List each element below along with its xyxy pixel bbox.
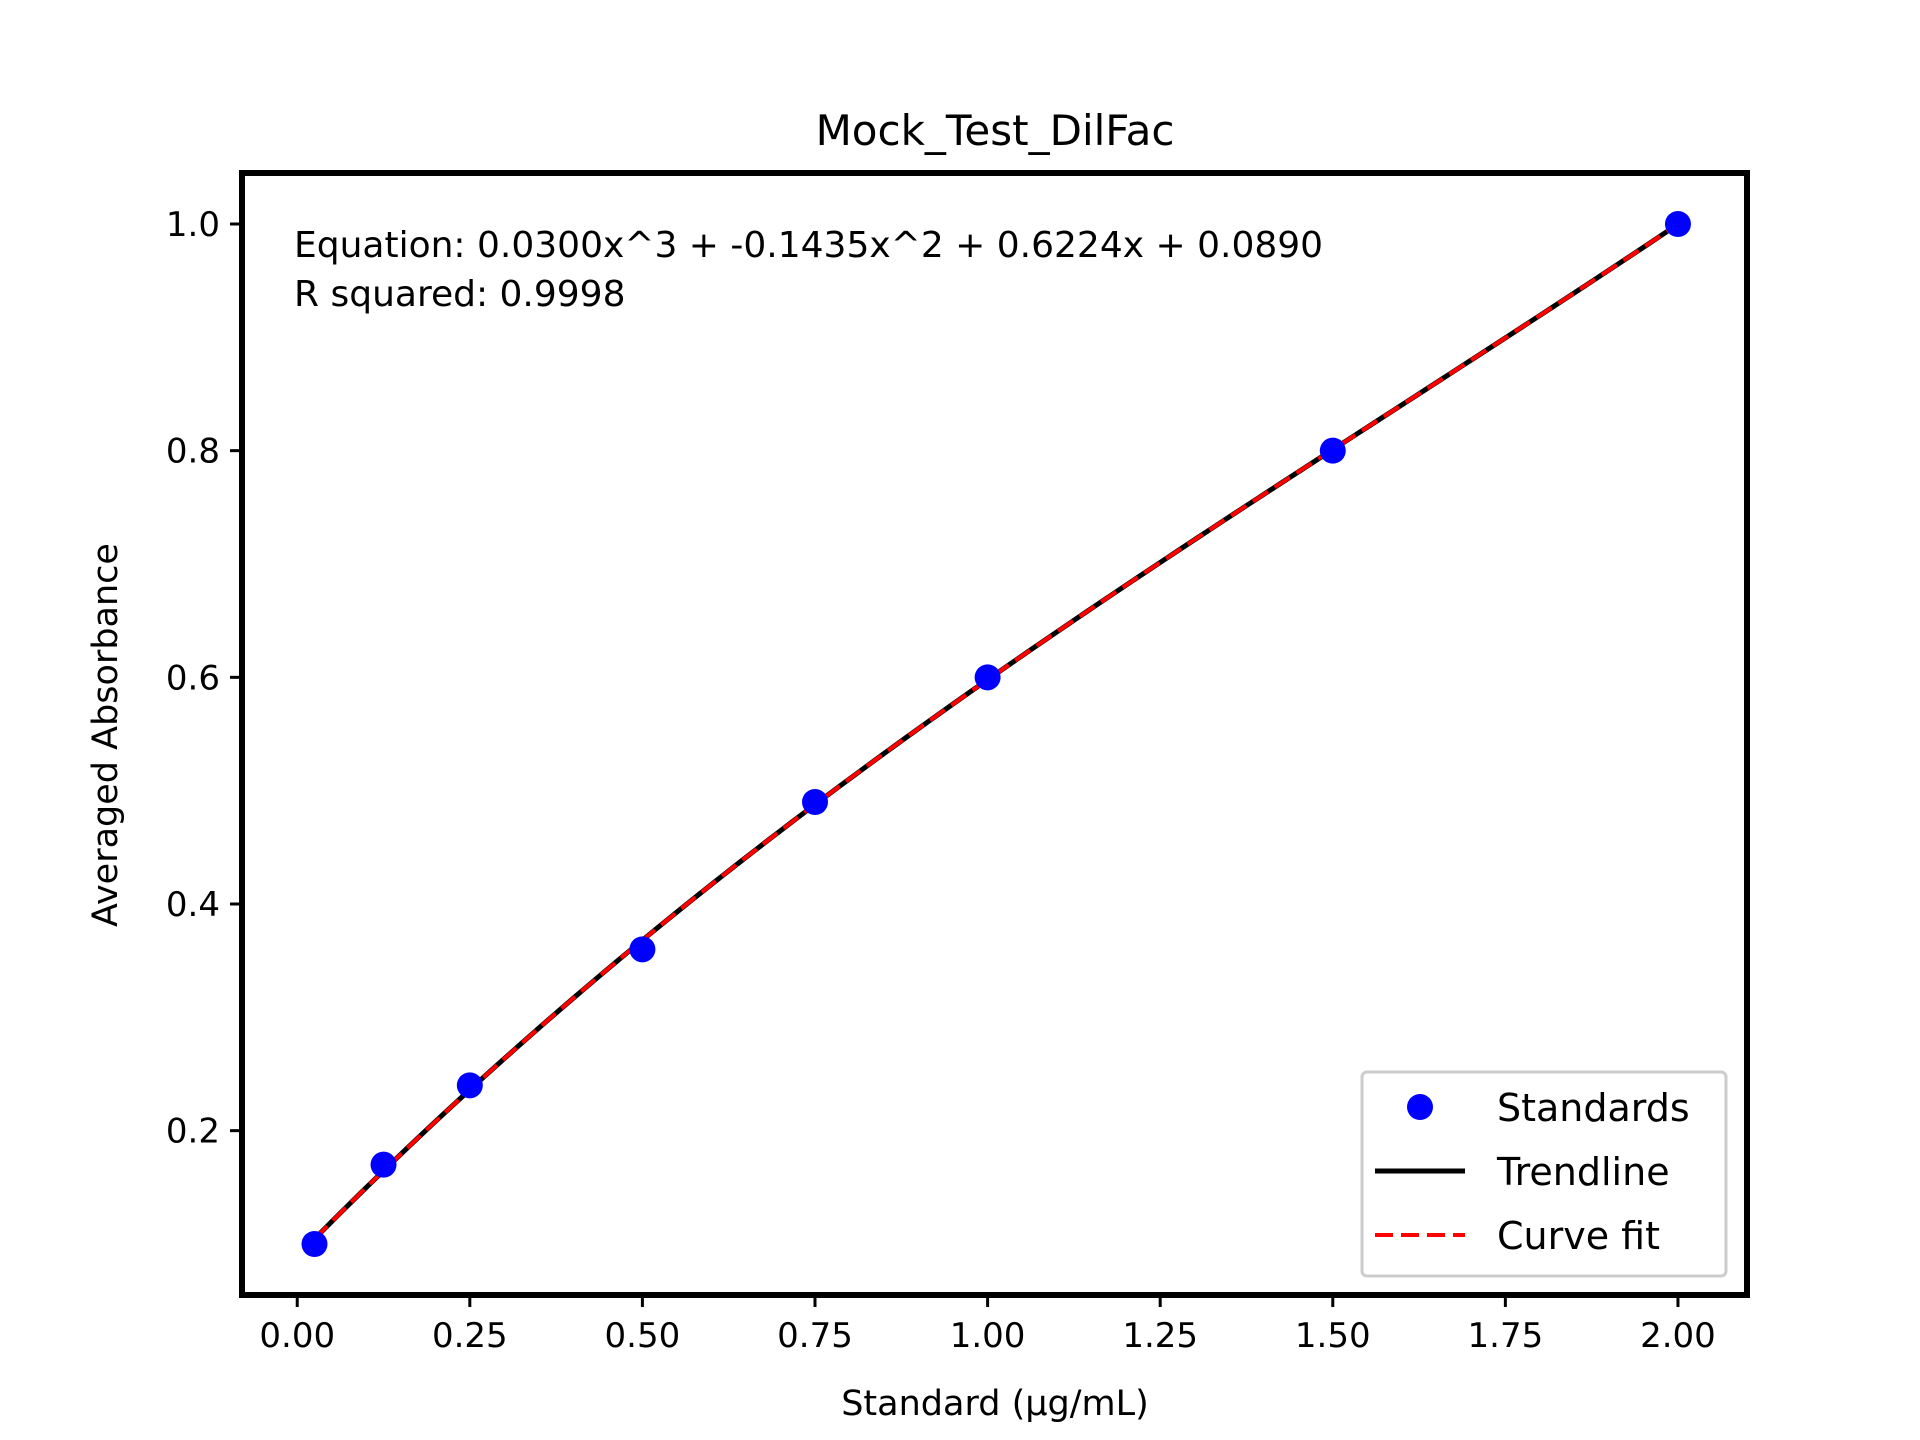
y-axis-ticks: 0.2 0.4 0.6 0.8 1.0 [166, 205, 242, 1152]
standard-point [1664, 211, 1691, 237]
y-tick-label: 0.6 [166, 658, 220, 698]
legend-standards-label: Standards [1497, 1086, 1690, 1130]
x-tick-label: 1.75 [1468, 1316, 1544, 1356]
y-axis-title: Averaged Absorbance [86, 543, 126, 927]
standard-point [1319, 437, 1346, 464]
plot-content [301, 211, 1691, 1257]
x-tick-label: 1.50 [1295, 1316, 1371, 1356]
plot-frame [239, 170, 1750, 1298]
standard-point [802, 789, 829, 815]
equation-annotation: Equation: 0.0300x^3 + -0.1435x^2 + 0.622… [294, 225, 1323, 266]
y-tick-label: 0.2 [166, 1112, 220, 1152]
standard-point [301, 1231, 328, 1257]
x-tick-label: 0.00 [259, 1316, 335, 1356]
legend: Standards Trendline Curve fit [1360, 1070, 1728, 1278]
legend-curve-fit-label: Curve fit [1497, 1214, 1660, 1258]
x-tick-label: 1.25 [1122, 1316, 1198, 1356]
standard-point [456, 1072, 483, 1099]
r-squared-annotation: R squared: 0.9998 [294, 274, 626, 315]
y-tick-label: 1.0 [166, 205, 220, 245]
x-tick-label: 0.50 [605, 1316, 681, 1356]
legend-box [1360, 1070, 1728, 1278]
chart-title: Mock_Test_DilFac [816, 106, 1175, 155]
x-tick-label: 2.00 [1640, 1316, 1716, 1356]
x-tick-label: 1.00 [950, 1316, 1026, 1356]
standard-point [370, 1151, 397, 1178]
standard-point [629, 936, 656, 963]
x-axis-title: Standard (μg/mL) [841, 1384, 1149, 1424]
y-tick-label: 0.4 [166, 885, 220, 925]
standards-points [301, 211, 1691, 1257]
x-axis-ticks: 0.00 0.25 0.50 0.75 1.00 1.25 1.50 1.75 2.00 [259, 1295, 1716, 1356]
x-tick-label: 0.75 [777, 1316, 853, 1356]
legend-trendline-label: Trendline [1496, 1150, 1670, 1194]
legend-standards-marker [1407, 1094, 1433, 1120]
x-tick-label: 0.25 [432, 1316, 508, 1356]
standard-point [974, 664, 1001, 691]
y-tick-label: 0.8 [166, 432, 220, 472]
